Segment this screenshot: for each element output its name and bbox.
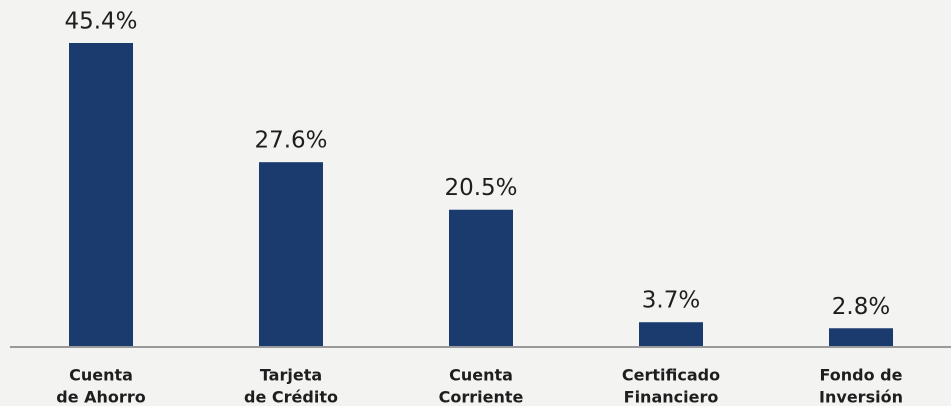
category-label: Certificado [622, 366, 720, 385]
bar [829, 328, 893, 347]
value-label: 45.4% [64, 9, 137, 35]
category-label: de Crédito [244, 388, 338, 406]
bar [259, 162, 323, 347]
value-label: 3.7% [642, 288, 700, 314]
category-label: Fondo de [820, 366, 903, 385]
value-label: 27.6% [254, 128, 327, 154]
category-label: Cuenta [449, 366, 513, 385]
bar [639, 322, 703, 347]
category-label: de Ahorro [56, 388, 145, 406]
value-label: 2.8% [832, 294, 890, 320]
value-label: 20.5% [444, 175, 517, 201]
category-label: Cuenta [69, 366, 133, 385]
category-label: Tarjeta [260, 366, 322, 385]
category-label: Inversión [819, 388, 903, 406]
bar [449, 209, 513, 347]
category-label: Financiero [624, 388, 719, 406]
category-label: Corriente [439, 388, 524, 406]
bar [69, 43, 133, 347]
